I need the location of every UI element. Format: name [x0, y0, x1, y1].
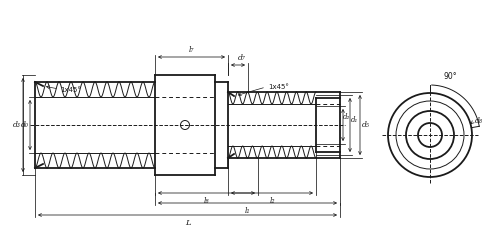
Text: l₈: l₈ [204, 197, 209, 205]
Text: 90°: 90° [443, 72, 457, 81]
Text: d₂: d₂ [343, 113, 350, 121]
Text: d₅: d₅ [362, 121, 370, 129]
Text: d₀: d₀ [21, 121, 29, 129]
Text: d₇: d₇ [238, 54, 246, 62]
Text: 1x45°: 1x45° [268, 84, 289, 90]
Text: l₂: l₂ [269, 197, 275, 205]
Text: L: L [184, 219, 190, 227]
Text: l₇: l₇ [189, 46, 194, 54]
Text: d₈: d₈ [475, 117, 483, 125]
Text: 1x45°: 1x45° [60, 87, 81, 93]
Text: l₁: l₁ [245, 207, 250, 215]
Text: d₁: d₁ [351, 116, 358, 124]
Text: d₃: d₃ [13, 121, 21, 129]
